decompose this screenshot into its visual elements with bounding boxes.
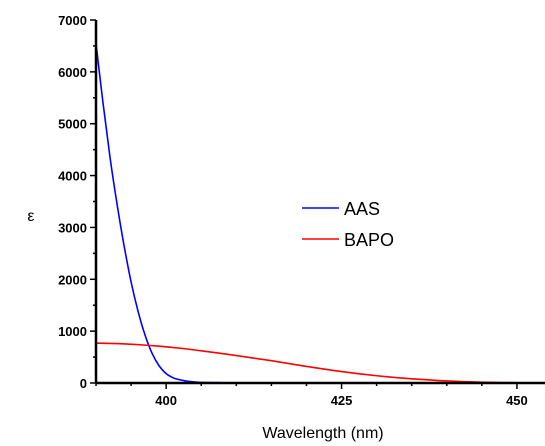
y-tick-label: 2000 <box>58 272 87 287</box>
x-tick-label: 425 <box>331 393 353 408</box>
y-axis-title: ε <box>27 208 34 225</box>
axes-layer: 0 1000 2000 3000 4000 5000 6000 7000 400 425 450 <box>58 13 545 408</box>
y-tick-label: 0 <box>80 376 87 391</box>
legend-label-1: AAS <box>344 199 380 219</box>
y-tick-label: 3000 <box>58 220 87 235</box>
legend: AAS BAPO <box>302 199 394 250</box>
series-line-1 <box>95 43 545 384</box>
y-tick-label: 4000 <box>58 169 87 184</box>
series-layer <box>95 43 545 384</box>
x-axis-title: Wavelength (nm) <box>262 425 383 442</box>
y-tick-label: 1000 <box>58 324 87 339</box>
x-tick-label: 400 <box>155 393 177 408</box>
legend-label-2: BAPO <box>344 230 394 250</box>
y-tick-label: 5000 <box>58 117 87 132</box>
series-line-2 <box>95 342 545 384</box>
y-tick-label: 7000 <box>58 13 87 28</box>
y-tick-label: 6000 <box>58 65 87 80</box>
x-tick-label: 450 <box>506 393 528 408</box>
